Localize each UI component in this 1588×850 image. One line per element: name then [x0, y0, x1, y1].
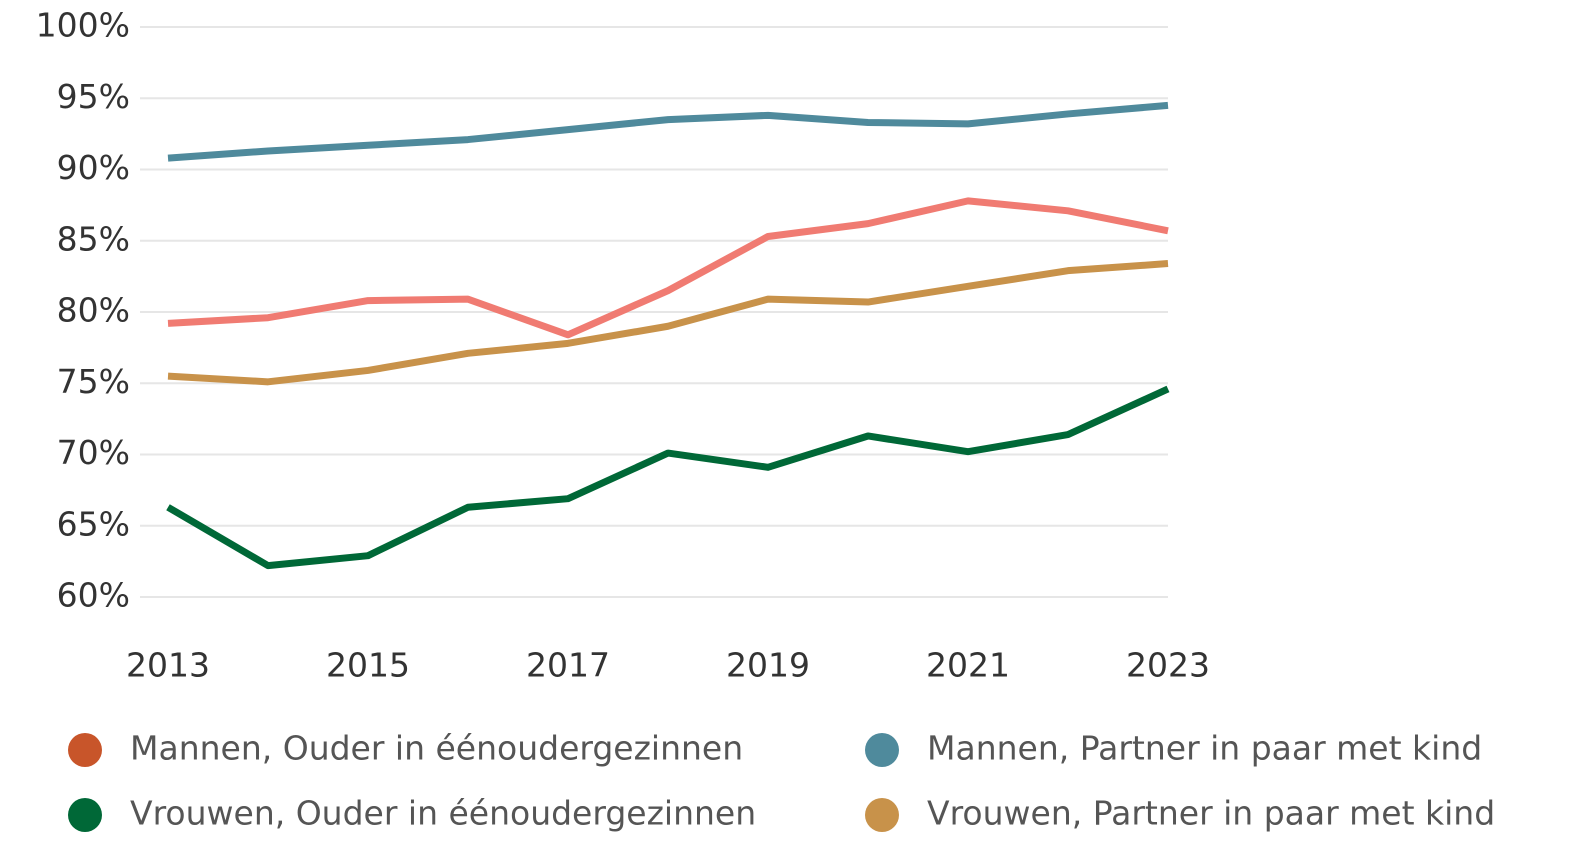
line — [166, 385, 1170, 570]
legend-label: Vrouwen, Ouder in éénoudergezinnen — [130, 794, 756, 833]
y-tick-label: 100% — [36, 6, 130, 45]
x-tick-label: 2021 — [926, 646, 1010, 685]
x-tick-label: 2023 — [1126, 646, 1210, 685]
legend-label: Vrouwen, Partner in paar met kind — [927, 794, 1495, 833]
x-tick-label: 2017 — [526, 646, 610, 685]
y-tick-label: 85% — [57, 219, 130, 258]
y-tick-label: 65% — [57, 504, 130, 543]
legend-marker — [865, 798, 899, 832]
legend-label: Mannen, Partner in paar met kind — [927, 729, 1482, 768]
y-tick-label: 60% — [57, 576, 130, 615]
line — [167, 260, 1169, 386]
y-tick-label: 95% — [57, 77, 130, 116]
legend-marker — [68, 733, 102, 767]
legend-marker — [68, 798, 102, 832]
y-tick-label: 90% — [57, 148, 130, 187]
y-tick-label: 70% — [57, 433, 130, 472]
x-tick-label: 2013 — [126, 646, 210, 685]
x-tick-label: 2019 — [726, 646, 810, 685]
y-tick-label: 80% — [57, 291, 130, 330]
line — [167, 197, 1169, 339]
legend-label: Mannen, Ouder in éénoudergezinnen — [130, 729, 743, 768]
x-tick-label: 2015 — [326, 646, 410, 685]
line — [167, 101, 1169, 162]
y-tick-label: 75% — [57, 362, 130, 401]
legend-marker — [865, 733, 899, 767]
